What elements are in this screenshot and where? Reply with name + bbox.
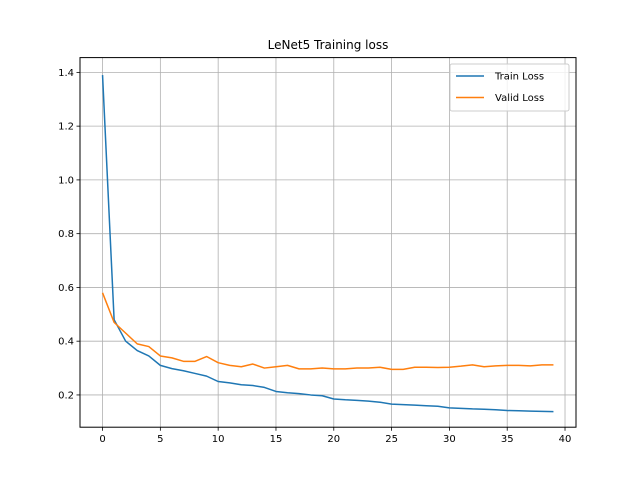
x-tick-label: 30 (443, 434, 456, 445)
x-tick-label: 20 (327, 434, 340, 445)
y-tick-label: 1.2 (58, 122, 74, 133)
axis-ticks: 0 5 10 15 20 25 30 35 40 0.2 0.4 0.6 0.8 1.0 1.2 1.4 (58, 68, 571, 445)
y-tick-label: 1.4 (58, 68, 74, 79)
x-tick-label: 35 (501, 434, 514, 445)
y-tick-label: 0.8 (58, 229, 74, 240)
y-tick-label: 0.4 (58, 337, 74, 348)
x-tick-label: 25 (385, 434, 398, 445)
y-tick-label: 0.2 (58, 390, 74, 401)
y-tick-label: 1.0 (58, 175, 74, 186)
x-tick-label: 5 (157, 434, 163, 445)
x-tick-label: 40 (559, 434, 572, 445)
legend-label-train-loss: Train Loss (494, 72, 544, 83)
plot-frame (79, 57, 577, 428)
series-line-train-loss (101, 75, 554, 413)
x-tick-label: 10 (212, 434, 225, 445)
series-line-valid-loss (101, 292, 554, 371)
series-lines (101, 75, 554, 413)
chart-title: LeNet5 Training loss (268, 38, 389, 52)
x-tick-label: 0 (99, 434, 105, 445)
x-tick-label: 15 (270, 434, 283, 445)
grid-lines (80, 57, 576, 428)
legend: Train Loss Valid Loss (449, 63, 570, 112)
y-tick-label: 0.6 (58, 283, 74, 294)
legend-label-valid-loss: Valid Loss (495, 93, 544, 104)
